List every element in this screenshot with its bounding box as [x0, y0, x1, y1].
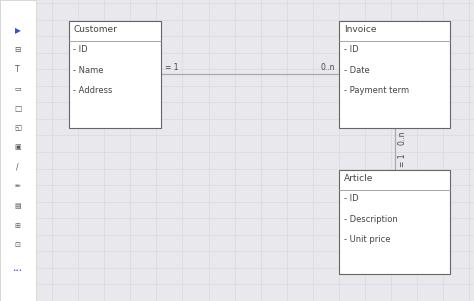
Bar	[339, 21, 450, 128]
Text: ◱: ◱	[14, 123, 21, 132]
Text: ▤: ▤	[14, 203, 21, 209]
Bar	[0, 0, 36, 301]
Text: ⊡: ⊡	[15, 242, 20, 248]
Text: T: T	[15, 65, 20, 74]
Text: Customer: Customer	[73, 25, 118, 34]
Text: □: □	[14, 104, 21, 113]
Text: = 1: = 1	[398, 154, 407, 167]
Text: Invoice: Invoice	[344, 25, 376, 34]
Text: - Date: - Date	[344, 66, 369, 75]
Text: - Unit price: - Unit price	[344, 235, 390, 244]
Text: - ID: - ID	[73, 45, 88, 54]
Text: - Name: - Name	[73, 66, 104, 75]
Text: ▣: ▣	[14, 144, 21, 150]
Text: - ID: - ID	[344, 194, 358, 203]
Text: ⊟: ⊟	[14, 45, 21, 54]
Text: - Payment term: - Payment term	[344, 86, 409, 95]
Text: - Address: - Address	[73, 86, 113, 95]
Text: ▶: ▶	[15, 26, 20, 35]
Text: - Description: - Description	[344, 215, 397, 224]
Bar	[339, 170, 450, 274]
Text: 0..n: 0..n	[398, 131, 407, 145]
Text: = 1: = 1	[165, 63, 178, 72]
Text: 0..n: 0..n	[320, 63, 335, 72]
Text: ✏: ✏	[15, 184, 20, 190]
Text: - ID: - ID	[344, 45, 358, 54]
Text: Article: Article	[344, 174, 373, 183]
Text: ▭: ▭	[14, 86, 21, 92]
Bar	[69, 21, 161, 128]
Text: ⊞: ⊞	[15, 223, 20, 229]
Text: /: /	[16, 163, 19, 172]
Text: •••: •••	[12, 268, 23, 273]
